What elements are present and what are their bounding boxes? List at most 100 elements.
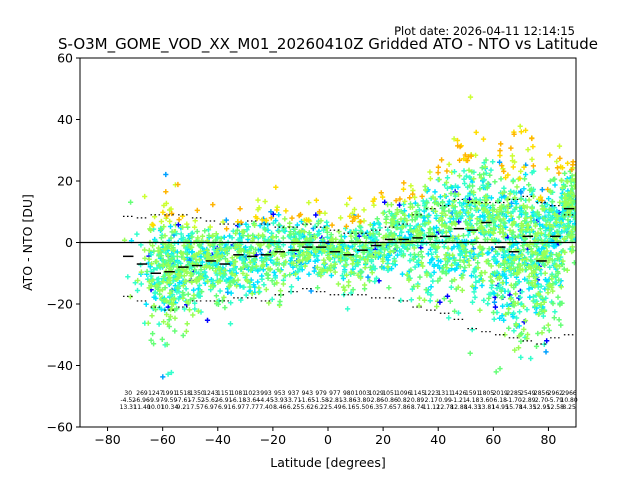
scatter-marker-group bbox=[554, 155, 563, 176]
scatter-marker-group bbox=[435, 170, 441, 176]
scatter-marker-group bbox=[382, 199, 398, 254]
scatter-marker-group bbox=[477, 164, 496, 313]
bin-stat-std: 7.65 bbox=[383, 404, 397, 411]
x-tick-label: −80 bbox=[94, 432, 120, 447]
y-tick-label: −20 bbox=[47, 297, 73, 312]
y-tick-label: 0 bbox=[65, 235, 73, 250]
bin-stat-count: 2019 bbox=[493, 390, 508, 397]
scatter-marker-group bbox=[135, 247, 151, 326]
scatter-marker-group bbox=[451, 136, 457, 142]
bin-stat-mean: -4.45 bbox=[258, 397, 274, 404]
scatter-marker-group bbox=[449, 173, 467, 293]
bin-stat-std: 13.31 bbox=[120, 404, 137, 411]
bin-stat-mean: -5.62 bbox=[203, 397, 219, 404]
y-axis-label: ATO - NTO [DU] bbox=[20, 194, 35, 291]
scatter-marker-group bbox=[365, 274, 371, 280]
scatter-marker-group bbox=[393, 198, 399, 204]
bin-stat-count: 1023 bbox=[245, 390, 260, 397]
y-tick-label: −40 bbox=[47, 358, 73, 373]
scatter-marker-group bbox=[427, 169, 433, 182]
x-tick-label: −40 bbox=[205, 432, 231, 447]
scatter-marker-group bbox=[313, 212, 325, 241]
y-axis-ticks: −60 −40 −20 0 20 40 60 bbox=[47, 51, 80, 435]
scatter-marker-group bbox=[298, 228, 313, 269]
scatter-marker-group bbox=[370, 194, 386, 204]
scatter-marker-group bbox=[547, 152, 564, 170]
scatter-marker-group bbox=[160, 222, 179, 327]
scatter-marker-group bbox=[253, 214, 260, 222]
scatter-marker-group bbox=[536, 166, 550, 202]
scatter-marker-group bbox=[142, 193, 148, 200]
scatter-marker-group bbox=[421, 183, 441, 310]
bin-stat-std: 11.40 bbox=[133, 404, 150, 411]
bin-stat-std: 8.25 bbox=[562, 404, 576, 411]
scatter-marker-group bbox=[207, 224, 213, 230]
scatter-marker-group bbox=[146, 253, 154, 293]
scatter-marker-group bbox=[480, 136, 487, 142]
scatter-marker-group bbox=[343, 215, 357, 229]
bin-stat-mean: 0.99 bbox=[438, 397, 452, 404]
bin-stat-std: 9.21 bbox=[177, 404, 191, 411]
bin-stat-std: 6.97 bbox=[204, 404, 218, 411]
bin-stat-count: 1051 bbox=[382, 390, 397, 397]
scatter-marker-group bbox=[356, 207, 367, 225]
bin-stat-count: 943 bbox=[302, 390, 314, 397]
bin-stat-mean: -1.65 bbox=[300, 397, 316, 404]
bin-stat-mean: -2.86 bbox=[368, 397, 384, 404]
bin-stat-std: 5.49 bbox=[328, 404, 342, 411]
x-tick-label: 60 bbox=[485, 432, 501, 447]
bin-stat-mean: -3.64 bbox=[244, 397, 260, 404]
scatter-marker-group bbox=[289, 213, 302, 221]
bin-stat-std: 14.35 bbox=[519, 404, 536, 411]
scatter-marker-group bbox=[380, 202, 400, 270]
bin-stat-mean: -4.52 bbox=[120, 397, 136, 404]
x-tick-label: 20 bbox=[375, 432, 391, 447]
bin-stat-std: 6.25 bbox=[287, 404, 301, 411]
scatter-marker-group bbox=[539, 186, 551, 204]
x-tick-label: −20 bbox=[260, 432, 286, 447]
bin-stat-std: 10.01 bbox=[147, 404, 164, 411]
bin-stat-std: 7.77 bbox=[246, 404, 260, 411]
scatter-marker-group bbox=[355, 213, 364, 225]
scatter-marker-group bbox=[224, 226, 230, 232]
bin-stat-std: 8.46 bbox=[273, 404, 287, 411]
bin-stat-std: 13.81 bbox=[478, 404, 495, 411]
scatter-marker-group bbox=[338, 215, 344, 221]
bin-stat-std: 15.78 bbox=[505, 404, 522, 411]
x-tick-label: 80 bbox=[540, 432, 556, 447]
scatter-marker-group bbox=[220, 219, 226, 225]
bin-stat-count: 1145 bbox=[410, 390, 425, 397]
bin-stat-count: 1247 bbox=[148, 390, 163, 397]
bin-stat-mean: -3.71 bbox=[286, 397, 302, 404]
bin-stat-mean: -0.86 bbox=[382, 397, 398, 404]
x-axis-label: Latitude [degrees] bbox=[270, 455, 386, 470]
scatter-marker-group bbox=[400, 186, 407, 192]
bin-stat-count: 1518 bbox=[176, 390, 191, 397]
scatter-marker-group bbox=[508, 131, 517, 151]
bin-stat-std: 14.33 bbox=[464, 404, 481, 411]
scatter-marker-group bbox=[316, 209, 323, 215]
bin-stat-std: 8.74 bbox=[411, 404, 425, 411]
bin-stat-mean: -7.61 bbox=[176, 397, 192, 404]
bin-stat-count: 1081 bbox=[231, 390, 246, 397]
scatter-marker-group bbox=[128, 199, 134, 205]
x-tick-label: 40 bbox=[430, 432, 446, 447]
bin-stat-count: 269 bbox=[136, 390, 148, 397]
bin-stat-count: 993 bbox=[260, 390, 272, 397]
y-tick-label: −60 bbox=[47, 420, 73, 435]
scatter-marker-group bbox=[149, 221, 156, 228]
bin-stat-mean: 6.18 bbox=[494, 397, 508, 404]
scatter-marker-group bbox=[497, 141, 507, 174]
bin-stat-std: 7.57 bbox=[190, 404, 204, 411]
bin-stat-std: 12.58 bbox=[547, 404, 564, 411]
scatter-marker-group bbox=[455, 143, 468, 163]
bin-stat-std: 6.91 bbox=[218, 404, 232, 411]
scatter-marker-group bbox=[500, 166, 506, 172]
bin-stat-mean: -1.21 bbox=[451, 397, 467, 404]
scatter-marker-group bbox=[192, 218, 198, 230]
bin-stat-count: 30 bbox=[124, 390, 132, 397]
scatter-marker-group bbox=[569, 159, 576, 173]
bin-stat-count: 979 bbox=[315, 390, 327, 397]
